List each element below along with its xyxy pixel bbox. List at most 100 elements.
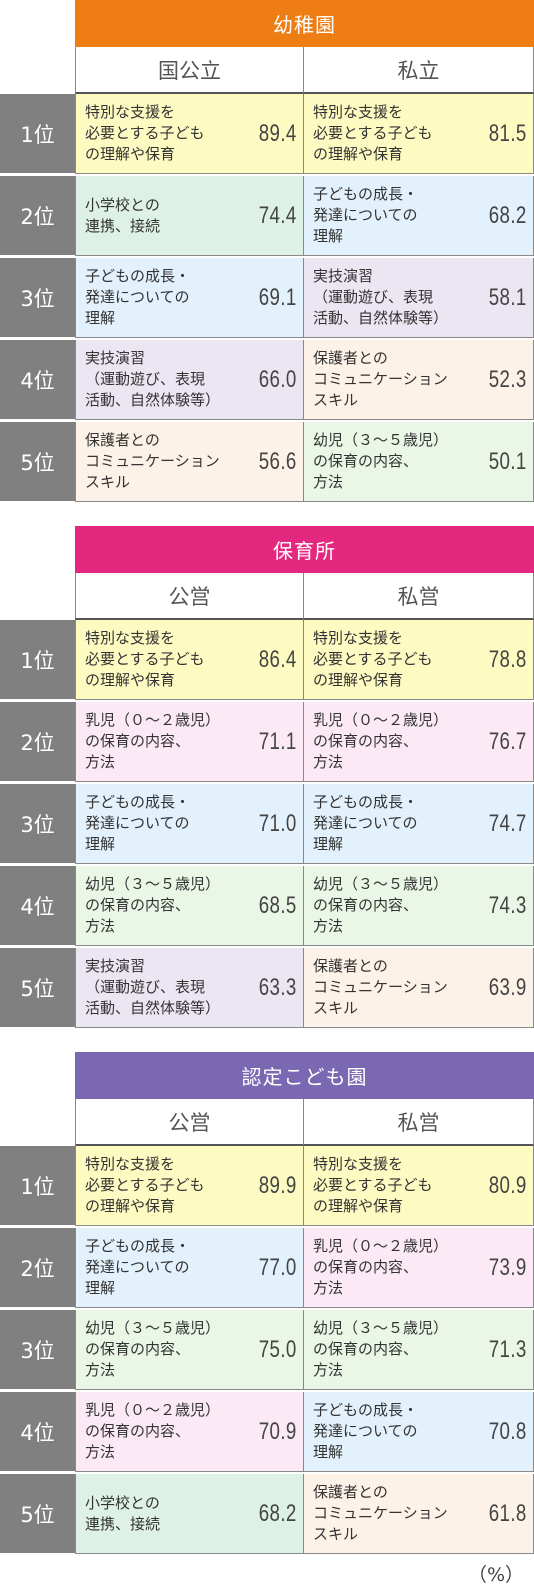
item-cell: 特別な支援を 必要とする子ども の理解や保育 81.5 [303,94,534,174]
rank-label: 4位 [0,340,75,420]
item-value: 75.0 [258,1335,297,1363]
item-cell: 保護者との コミュニケーション スキル 63.9 [303,948,534,1028]
rank-label: 5位 [0,422,75,502]
item-cell: 実技演習 （運動遊び、表現 活動、自然体験等） 66.0 [75,340,304,420]
item-cell: 子どもの成長・ 発達についての 理解 69.1 [75,258,304,338]
item-value: 74.7 [488,809,527,837]
item-label: 幼児（３～５歳児） の保育の内容、 方法 [85,875,221,935]
column-header-right: 私営 [303,1099,534,1146]
item-cell: 小学校との 連携、接続 68.2 [75,1474,304,1554]
item-value: 80.9 [488,1171,527,1199]
section-kindergarten: 幼稚園 国公立 私立 1位 特別な支援を 必要とする子ども の理解や保育 89.… [0,0,534,502]
item-cell: 特別な支援を 必要とする子ども の理解や保育 78.8 [303,620,534,700]
item-label: 保護者との コミュニケーション スキル [313,349,448,409]
item-label: 子どもの成長・ 発達についての 理解 [85,1237,191,1297]
item-label: 幼児（３～５歳児） の保育の内容、 方法 [313,431,449,491]
column-header-left: 公営 [75,1099,304,1146]
item-label: 子どもの成長・ 発達についての 理解 [313,1401,419,1461]
item-label: 子どもの成長・ 発達についての 理解 [85,267,191,327]
item-value: 56.6 [258,447,297,475]
item-cell: 実技演習 （運動遊び、表現 活動、自然体験等） 58.1 [303,258,534,338]
item-cell: 特別な支援を 必要とする子ども の理解や保育 86.4 [75,620,304,700]
rank-label: 3位 [0,784,75,864]
section-certified: 認定こども園 公営 私営 1位 特別な支援を 必要とする子ども の理解や保育 8… [0,1052,534,1554]
item-value: 74.4 [258,201,297,229]
item-label: 保護者との コミュニケーション スキル [313,1483,448,1543]
item-value: 63.9 [488,973,527,1001]
item-cell: 保護者との コミュニケーション スキル 56.6 [75,422,304,502]
item-value: 73.9 [488,1253,527,1281]
item-label: 特別な支援を 必要とする子ども の理解や保育 [85,103,205,163]
rank-label: 2位 [0,702,75,782]
item-value: 63.3 [258,973,297,1001]
item-value: 68.5 [258,891,297,919]
section-nursery: 保育所 公営 私営 1位 特別な支援を 必要とする子ども の理解や保育 86.4… [0,526,534,1028]
item-value: 76.7 [488,727,527,755]
item-label: 小学校との 連携、接続 [85,195,161,235]
item-value: 58.1 [488,283,527,311]
item-label: 乳児（０～２歳児） の保育の内容、 方法 [313,1237,449,1297]
rank-label: 5位 [0,1474,75,1554]
rank-label: 1位 [0,1146,75,1226]
item-label: 特別な支援を 必要とする子ども の理解や保育 [313,1155,433,1215]
item-label: 子どもの成長・ 発達についての 理解 [313,185,419,245]
item-cell: 実技演習 （運動遊び、表現 活動、自然体験等） 63.3 [75,948,304,1028]
rank-label: 3位 [0,1310,75,1390]
item-value: 50.1 [488,447,527,475]
rank-label: 1位 [0,620,75,700]
section-title: 認定こども園 [75,1052,534,1099]
item-label: 実技演習 （運動遊び、表現 活動、自然体験等） [85,957,221,1017]
item-value: 89.9 [258,1171,297,1199]
item-cell: 特別な支援を 必要とする子ども の理解や保育 89.4 [75,94,304,174]
rank-label: 4位 [0,866,75,946]
item-cell: 乳児（０～２歳児） の保育の内容、 方法 71.1 [75,702,304,782]
item-label: 特別な支援を 必要とする子ども の理解や保育 [313,103,433,163]
item-value: 86.4 [258,645,297,673]
rank-label: 1位 [0,94,75,174]
item-value: 74.3 [488,891,527,919]
rank-label: 2位 [0,1228,75,1308]
item-label: 乳児（０～２歳児） の保育の内容、 方法 [85,711,221,771]
item-cell: 幼児（３～５歳児） の保育の内容、 方法 74.3 [303,866,534,946]
column-header-right: 私立 [303,47,534,94]
item-cell: 幼児（３～５歳児） の保育の内容、 方法 68.5 [75,866,304,946]
item-label: 特別な支援を 必要とする子ども の理解や保育 [85,629,205,689]
item-value: 71.3 [488,1335,527,1363]
item-cell: 子どもの成長・ 発達についての 理解 68.2 [303,176,534,256]
item-value: 66.0 [258,365,297,393]
item-value: 89.4 [258,119,297,147]
item-cell: 幼児（３～５歳児） の保育の内容、 方法 71.3 [303,1310,534,1390]
item-value: 68.2 [488,201,527,229]
rank-label: 3位 [0,258,75,338]
item-label: 保護者との コミュニケーション スキル [313,957,448,1017]
item-label: 乳児（０～２歳児） の保育の内容、 方法 [85,1401,221,1461]
item-value: 69.1 [258,283,297,311]
item-label: 幼児（３～５歳児） の保育の内容、 方法 [85,1319,221,1379]
item-value: 68.2 [258,1499,297,1527]
item-label: 実技演習 （運動遊び、表現 活動、自然体験等） [85,349,221,409]
item-value: 71.1 [258,727,297,755]
item-value: 52.3 [488,365,527,393]
section-title: 幼稚園 [75,0,534,47]
item-label: 子どもの成長・ 発達についての 理解 [85,793,191,853]
column-header-left: 国公立 [75,47,304,94]
item-label: 保護者との コミュニケーション スキル [85,431,220,491]
item-cell: 子どもの成長・ 発達についての 理解 70.8 [303,1392,534,1472]
item-value: 78.8 [488,645,527,673]
item-label: 乳児（０～２歳児） の保育の内容、 方法 [313,711,449,771]
item-cell: 子どもの成長・ 発達についての 理解 74.7 [303,784,534,864]
item-cell: 乳児（０～２歳児） の保育の内容、 方法 73.9 [303,1228,534,1308]
item-value: 70.8 [488,1417,527,1445]
item-label: 子どもの成長・ 発達についての 理解 [313,793,419,853]
item-label: 特別な支援を 必要とする子ども の理解や保育 [313,629,433,689]
item-cell: 幼児（３～５歳児） の保育の内容、 方法 50.1 [303,422,534,502]
item-cell: 子どもの成長・ 発達についての 理解 77.0 [75,1228,304,1308]
column-header-right: 私営 [303,573,534,620]
item-cell: 幼児（３～５歳児） の保育の内容、 方法 75.0 [75,1310,304,1390]
item-value: 77.0 [258,1253,297,1281]
item-label: 実技演習 （運動遊び、表現 活動、自然体験等） [313,267,449,327]
item-cell: 子どもの成長・ 発達についての 理解 71.0 [75,784,304,864]
item-cell: 乳児（０～２歳児） の保育の内容、 方法 70.9 [75,1392,304,1472]
item-cell: 特別な支援を 必要とする子ども の理解や保育 80.9 [303,1146,534,1226]
item-label: 小学校との 連携、接続 [85,1493,161,1533]
